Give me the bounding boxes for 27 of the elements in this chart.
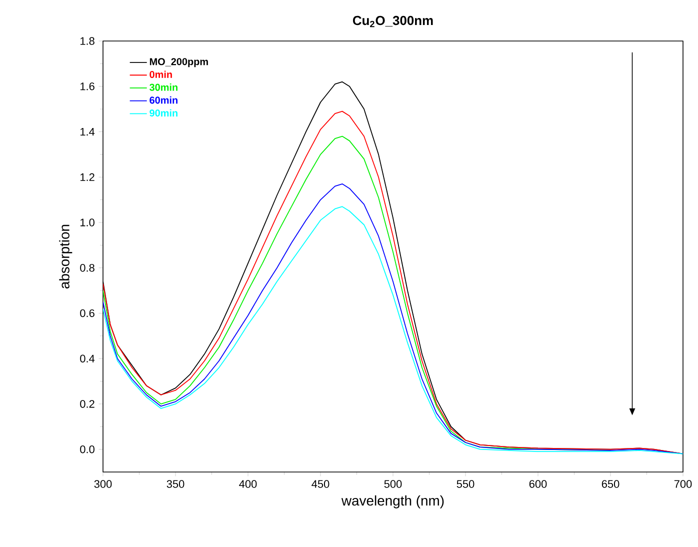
y-tick-label: 0.2 bbox=[80, 400, 94, 408]
x-tick-label: 700 bbox=[674, 480, 692, 488]
y-tick-label: 1.0 bbox=[80, 218, 94, 226]
y-axis-title: absorption bbox=[59, 224, 72, 288]
x-tick-label: 550 bbox=[456, 480, 474, 488]
y-tick-label: 0.8 bbox=[80, 264, 94, 272]
x-tick-label: 600 bbox=[529, 480, 547, 488]
x-tick-label: 650 bbox=[602, 480, 620, 488]
x-tick-label: 500 bbox=[384, 480, 402, 488]
legend-label: 30min bbox=[150, 84, 178, 91]
legend-label: 90min bbox=[150, 109, 178, 117]
x-tick-label: 350 bbox=[166, 480, 184, 488]
x-tick-label: 300 bbox=[94, 480, 112, 488]
x-axis-title: wavelength (nm) bbox=[341, 495, 444, 508]
y-tick-label: 1.2 bbox=[80, 173, 94, 181]
y-tick-label: 1.8 bbox=[80, 37, 94, 45]
y-tick-label: 0.4 bbox=[80, 354, 95, 362]
legend-label: 0min bbox=[150, 70, 172, 78]
legend-label: MO_200ppm bbox=[150, 58, 208, 68]
y-tick-label: 1.4 bbox=[80, 128, 95, 136]
y-tick-label: 0.0 bbox=[80, 445, 94, 454]
y-tick-label: 0.6 bbox=[80, 309, 94, 318]
legend-label: 60min bbox=[150, 96, 178, 104]
chart-title: Cu$_{2}$O_300nm bbox=[352, 16, 433, 28]
x-tick-label: 400 bbox=[239, 480, 257, 488]
y-tick-label: 1.6 bbox=[80, 82, 94, 90]
x-tick-label: 450 bbox=[312, 480, 330, 488]
